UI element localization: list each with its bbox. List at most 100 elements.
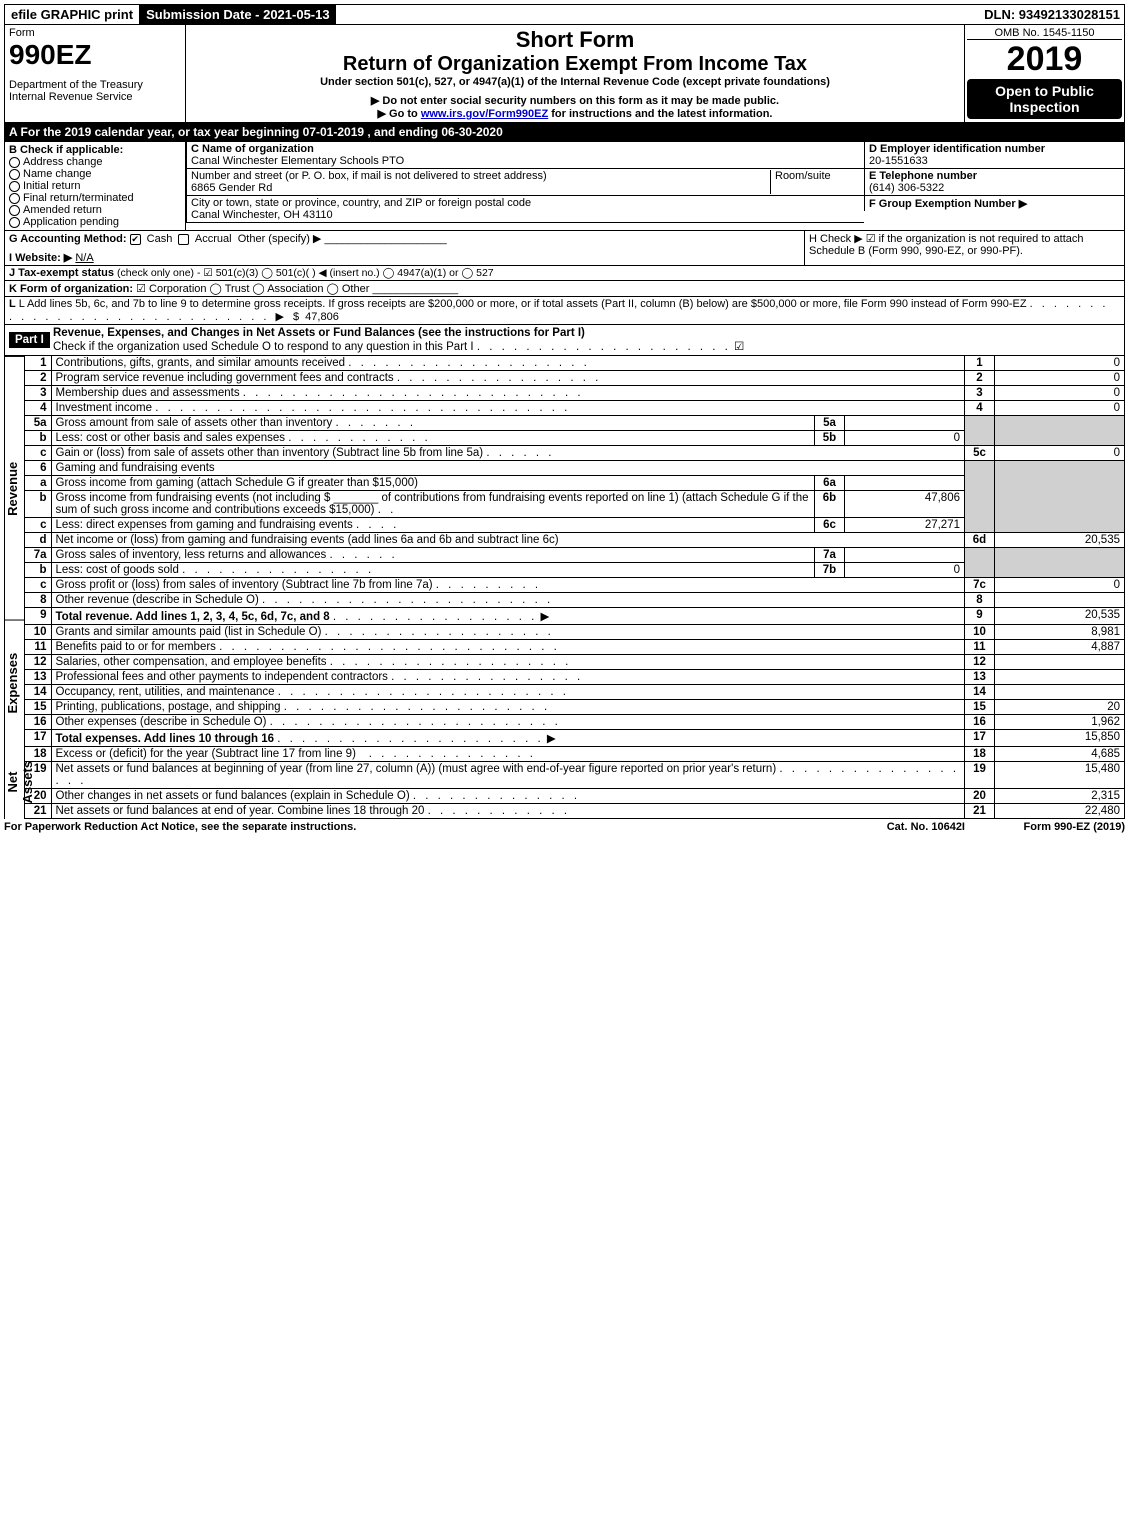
subtitle: Under section 501(c), 527, or 4947(a)(1)…: [188, 76, 962, 88]
g-cash: Cash: [147, 233, 173, 245]
sidebar-revenue: Revenue: [5, 356, 24, 620]
part-i-table: 1Contributions, gifts, grants, and simil…: [25, 356, 1125, 819]
b-opt-pending[interactable]: Application pending: [9, 216, 181, 228]
line-7a: 7aGross sales of inventory, less returns…: [25, 548, 1125, 563]
line-15: 15Printing, publications, postage, and s…: [25, 700, 1125, 715]
line-18: 18Excess or (deficit) for the year (Subt…: [25, 747, 1125, 762]
omb-number: OMB No. 1545-1150: [967, 27, 1122, 40]
b-opt-amended[interactable]: Amended return: [9, 204, 181, 216]
note-2: ▶ Go to www.irs.gov/Form990EZ for instru…: [188, 107, 962, 120]
part-i-header: Part I Revenue, Expenses, and Changes in…: [4, 325, 1125, 356]
street-value: 6865 Gender Rd: [191, 182, 272, 194]
line-6d: dNet income or (loss) from gaming and fu…: [25, 533, 1125, 548]
i-label: I Website: ▶: [9, 252, 72, 264]
line-6a: aGross income from gaming (attach Schedu…: [25, 476, 1125, 491]
ein-value: 20-1551633: [869, 155, 928, 167]
line-6b: bGross income from fundraising events (n…: [25, 491, 1125, 518]
line-2: 2Program service revenue including gover…: [25, 371, 1125, 386]
title-2: Return of Organization Exempt From Incom…: [188, 53, 962, 76]
note-2-pre: ▶ Go to: [378, 108, 421, 120]
open-public-badge: Open to Public Inspection: [967, 79, 1122, 119]
page-footer: For Paperwork Reduction Act Notice, see …: [4, 819, 1125, 835]
submission-date-badge: Submission Date - 2021-05-13: [140, 5, 336, 24]
part-i-checkbox[interactable]: ☑: [734, 341, 744, 353]
form-word: Form: [9, 27, 181, 39]
name-address-block: C Name of organization Canal Winchester …: [185, 142, 864, 230]
line-4: 4Investment income . . . . . . . . . . .…: [25, 401, 1125, 416]
note-1: ▶ Do not enter social security numbers o…: [188, 94, 962, 107]
sidebar-net-assets: Net Assets: [5, 745, 24, 819]
line-7c: cGross profit or (loss) from sales of in…: [25, 578, 1125, 593]
line-20: 20Other changes in net assets or fund ba…: [25, 789, 1125, 804]
tax-year: 2019: [967, 40, 1122, 79]
group-exemption-label: F Group Exemption Number ▶: [869, 198, 1027, 210]
line-16: 16Other expenses (describe in Schedule O…: [25, 715, 1125, 730]
line-11: 11Benefits paid to or for members . . . …: [25, 640, 1125, 655]
l-row: L L Add lines 5b, 6c, and 7b to line 9 t…: [4, 297, 1125, 325]
form-header: Form 990EZ Department of the Treasury In…: [4, 25, 1125, 123]
city-value: Canal Winchester, OH 43110: [191, 209, 333, 221]
g-cash-check[interactable]: [130, 234, 141, 245]
j-row: J Tax-exempt status (check only one) - ☑…: [4, 266, 1125, 281]
line-1: 1Contributions, gifts, grants, and simil…: [25, 356, 1125, 371]
part-i-tab: Part I: [9, 332, 50, 348]
title-1: Short Form: [188, 27, 962, 53]
form-meta-block: OMB No. 1545-1150 2019 Open to Public In…: [964, 25, 1124, 122]
phone-label: E Telephone number: [869, 170, 977, 182]
b-opt-initial[interactable]: Initial return: [9, 180, 181, 192]
line-19: 19Net assets or fund balances at beginni…: [25, 762, 1125, 789]
h-check: H Check ▶ ☑ if the organization is not r…: [804, 231, 1124, 265]
k-label: K Form of organization:: [9, 283, 133, 295]
footer-mid: Cat. No. 10642I: [887, 821, 965, 833]
line-9: 9Total revenue. Add lines 1, 2, 3, 4, 5c…: [25, 608, 1125, 625]
website-value: N/A: [75, 252, 93, 264]
l-text: L Add lines 5b, 6c, and 7b to line 9 to …: [19, 298, 1027, 310]
line-17: 17Total expenses. Add lines 10 through 1…: [25, 730, 1125, 747]
part-i-title: Revenue, Expenses, and Changes in Net As…: [53, 327, 585, 339]
line-6c: cLess: direct expenses from gaming and f…: [25, 518, 1125, 533]
line-3: 3Membership dues and assessments . . . .…: [25, 386, 1125, 401]
form-number: 990EZ: [9, 39, 181, 71]
g-label: G Accounting Method:: [9, 233, 127, 245]
g-accrual-check[interactable]: [178, 234, 189, 245]
irs-label: Internal Revenue Service: [9, 91, 181, 103]
check-if-applicable: B Check if applicable: Address change Na…: [5, 142, 185, 230]
j-label: J Tax-exempt status: [9, 267, 114, 279]
b-label: B Check if applicable:: [9, 144, 181, 156]
room-suite-label: Room/suite: [770, 170, 860, 194]
phone-value: (614) 306-5322: [869, 182, 944, 194]
line-10: 10Grants and similar amounts paid (list …: [25, 625, 1125, 640]
k-row: K Form of organization: ☑ Corporation ◯ …: [4, 281, 1125, 297]
b-opt-address[interactable]: Address change: [9, 156, 181, 168]
irs-link[interactable]: www.irs.gov/Form990EZ: [421, 108, 548, 120]
line-7b: bLess: cost of goods sold . . . . . . . …: [25, 563, 1125, 578]
city-label: City or town, state or province, country…: [191, 197, 531, 209]
part-i-check-dots: . . . . . . . . . . . . . . . . . . . . …: [477, 341, 731, 353]
org-name: Canal Winchester Elementary Schools PTO: [191, 155, 404, 167]
org-info-block: B Check if applicable: Address change Na…: [4, 142, 1125, 231]
sidebar-expenses: Expenses: [5, 620, 24, 746]
line-5a: 5aGross amount from sale of assets other…: [25, 416, 1125, 431]
period-row: A For the 2019 calendar year, or tax yea…: [4, 123, 1125, 142]
b-opt-final[interactable]: Final return/terminated: [9, 192, 181, 204]
j-rest: (check only one) - ☑ 501(c)(3) ◯ 501(c)(…: [117, 267, 494, 279]
line-5b: bLess: cost or other basis and sales exp…: [25, 431, 1125, 446]
ein-phone-block: D Employer identification number 20-1551…: [864, 142, 1124, 230]
l-value: 47,806: [305, 311, 339, 323]
line-5c: cGain or (loss) from sale of assets othe…: [25, 446, 1125, 461]
form-id-block: Form 990EZ Department of the Treasury In…: [5, 25, 185, 122]
street-label: Number and street (or P. O. box, if mail…: [191, 170, 547, 182]
k-rest: ☑ Corporation ◯ Trust ◯ Association ◯ Ot…: [136, 283, 369, 295]
b-opt-name[interactable]: Name change: [9, 168, 181, 180]
footer-left: For Paperwork Reduction Act Notice, see …: [4, 821, 356, 833]
dept-label: Department of the Treasury: [9, 79, 181, 91]
line-21: 21Net assets or fund balances at end of …: [25, 804, 1125, 819]
dln-label: DLN: 93492133028151: [984, 7, 1124, 22]
line-8: 8Other revenue (describe in Schedule O) …: [25, 593, 1125, 608]
line-14: 14Occupancy, rent, utilities, and mainte…: [25, 685, 1125, 700]
form-title-block: Short Form Return of Organization Exempt…: [185, 25, 964, 122]
line-6: 6Gaming and fundraising events: [25, 461, 1125, 476]
top-bar: efile GRAPHIC print Submission Date - 20…: [4, 4, 1125, 25]
line-13: 13Professional fees and other payments t…: [25, 670, 1125, 685]
efile-print-button[interactable]: efile GRAPHIC print: [5, 5, 140, 24]
